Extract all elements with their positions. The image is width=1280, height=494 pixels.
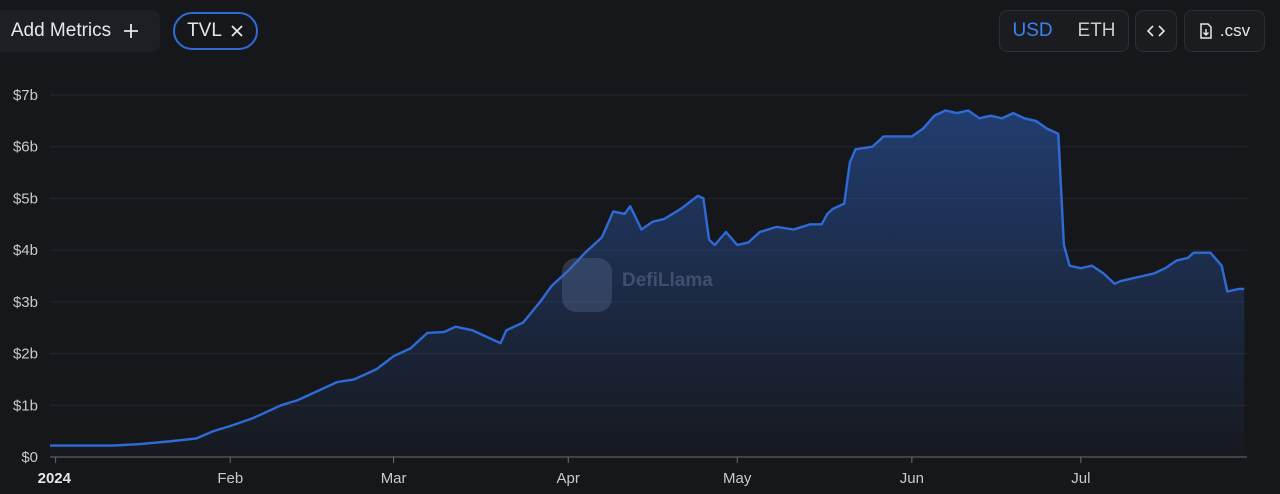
add-metrics-label: Add Metrics: [10, 20, 112, 41]
currency-option[interactable]: ETH: [1077, 20, 1116, 41]
add-metrics-button[interactable]: Add Metrics: [0, 10, 160, 52]
y-tick-label: $6b: [13, 139, 38, 156]
currency-toggle: USD ETH: [999, 10, 1129, 52]
x-tick-label: Feb: [217, 470, 243, 487]
currency-option[interactable]: USD: [1012, 20, 1053, 41]
y-tick-label: $3b: [13, 294, 38, 311]
plus-icon: [124, 24, 139, 38]
y-tick-label: $4b: [13, 242, 38, 259]
y-tick-label: $2b: [13, 346, 38, 363]
y-tick-label: $0: [21, 449, 38, 466]
csv-label: .csv: [1219, 21, 1251, 40]
watermark: DefiLlama: [562, 258, 713, 312]
code-icon: [1147, 25, 1165, 37]
watermark-text: DefiLlama: [622, 270, 713, 291]
x-tick-label: May: [723, 470, 752, 487]
file-icon: [1200, 23, 1212, 39]
x-tick-label: 2024: [38, 470, 72, 487]
y-tick-label: $1b: [13, 397, 38, 414]
x-tick-label: Jul: [1071, 470, 1090, 487]
metric-chip-label: TVL: [187, 20, 222, 41]
area-fill: [50, 110, 1245, 457]
metric-chip[interactable]: TVL: [173, 12, 258, 50]
csv-button[interactable]: .csv: [1184, 10, 1265, 52]
embed-button[interactable]: [1135, 10, 1177, 52]
x-tick-label: Apr: [557, 470, 580, 487]
line: [50, 109, 1245, 447]
close-icon[interactable]: [230, 24, 244, 38]
y-tick-label: $5b: [13, 190, 38, 207]
y-tick-label: $7b: [13, 87, 38, 104]
x-tick-label: Mar: [381, 470, 407, 487]
x-tick-label: Jun: [900, 470, 924, 487]
